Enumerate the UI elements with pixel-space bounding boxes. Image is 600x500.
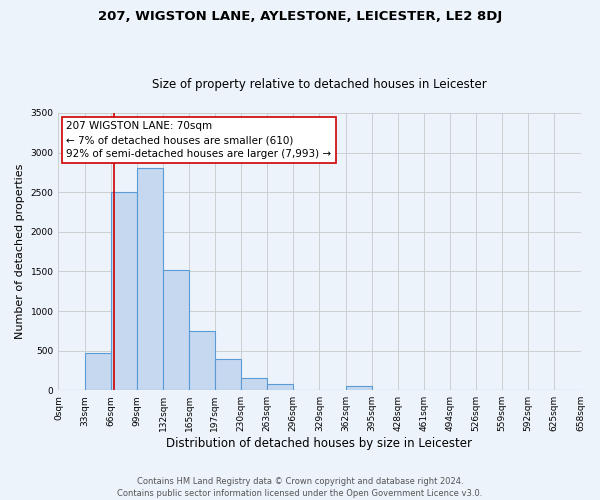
Y-axis label: Number of detached properties: Number of detached properties [15,164,25,340]
Bar [267,384,293,390]
Bar [346,386,372,390]
Title: Size of property relative to detached houses in Leicester: Size of property relative to detached ho… [152,78,487,91]
Bar [85,353,111,390]
Bar [163,270,190,390]
Bar [215,358,241,390]
Bar [137,168,163,390]
Text: Contains HM Land Registry data © Crown copyright and database right 2024.
Contai: Contains HM Land Registry data © Crown c… [118,476,482,498]
Text: 207 WIGSTON LANE: 70sqm
← 7% of detached houses are smaller (610)
92% of semi-de: 207 WIGSTON LANE: 70sqm ← 7% of detached… [66,122,331,160]
Text: 207, WIGSTON LANE, AYLESTONE, LEICESTER, LE2 8DJ: 207, WIGSTON LANE, AYLESTONE, LEICESTER,… [98,10,502,23]
X-axis label: Distribution of detached houses by size in Leicester: Distribution of detached houses by size … [166,437,472,450]
Bar [111,192,137,390]
Bar [190,331,215,390]
Bar [241,378,267,390]
